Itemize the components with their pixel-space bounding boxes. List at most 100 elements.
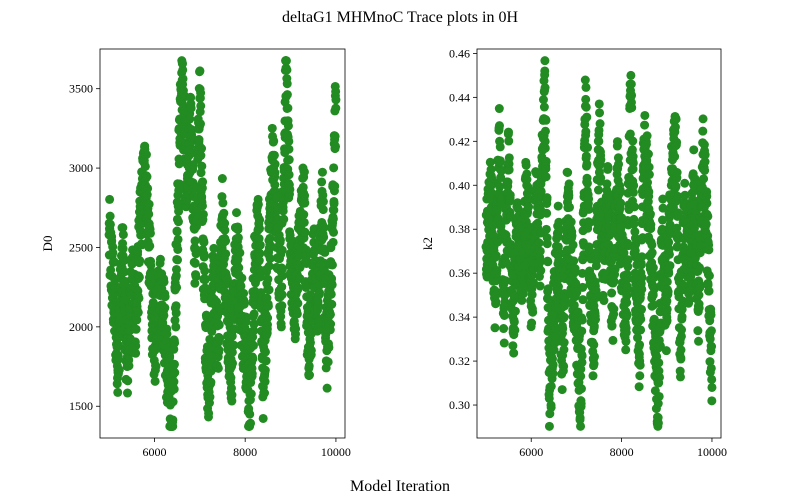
trace-point (197, 144, 207, 154)
trace-point (576, 364, 586, 374)
trace-point (615, 185, 625, 195)
trace-point (517, 295, 527, 305)
trace-point (588, 371, 598, 381)
trace-point (200, 266, 210, 276)
trace-point (636, 314, 646, 324)
trace-point (277, 245, 287, 255)
trace-point (661, 346, 671, 356)
trace-point (255, 248, 265, 258)
trace-point (518, 289, 528, 299)
trace-point (672, 137, 682, 147)
trace-point (676, 345, 686, 355)
trace-point (133, 308, 143, 318)
trace-point (593, 185, 603, 195)
trace-point (329, 163, 339, 173)
trace-point (636, 260, 646, 270)
y-tick-label: 0.34 (449, 310, 470, 324)
trace-point (246, 389, 256, 399)
trace-point (269, 150, 279, 160)
trace-point (160, 303, 170, 313)
trace-point (323, 357, 333, 367)
trace-point (559, 361, 569, 371)
trace-point (560, 301, 570, 311)
trace-point (693, 326, 703, 336)
trace-point (169, 359, 179, 369)
axes-frame (99, 48, 346, 439)
trace-point (704, 245, 714, 255)
trace-point (322, 383, 332, 393)
trace-point (113, 355, 123, 365)
trace-point (113, 387, 123, 397)
trace-point (575, 413, 585, 423)
trace-point (577, 326, 587, 336)
trace-point (554, 217, 564, 227)
trace-point (677, 312, 687, 322)
trace-point (695, 283, 705, 293)
y-tick-label: 1500 (69, 399, 93, 413)
trace-point (558, 324, 568, 334)
trace-point (222, 274, 232, 284)
data-point (245, 409, 255, 419)
trace-point (543, 257, 553, 267)
trace-point (686, 271, 696, 281)
trace-point (232, 208, 242, 218)
trace-point (329, 227, 339, 237)
trace-point (680, 190, 690, 200)
trace-point (219, 208, 229, 218)
trace-point (262, 320, 272, 330)
trace-point (118, 244, 128, 254)
trace-point (108, 248, 118, 258)
trace-point (627, 103, 637, 113)
trace-point (174, 206, 184, 216)
trace-point (699, 174, 709, 184)
trace-point (131, 324, 141, 334)
figure-xlabel: Model Iteration (350, 478, 450, 495)
trace-point (603, 162, 613, 172)
trace-point (539, 102, 549, 112)
trace-point (209, 243, 219, 253)
trace-point (645, 209, 655, 219)
trace-point (198, 209, 208, 219)
trace-point (150, 376, 160, 386)
axes-frame (476, 48, 722, 439)
y-tick-label: 0.40 (449, 178, 470, 192)
trace-point (173, 234, 183, 244)
trace-point (277, 290, 287, 300)
trace-point (162, 329, 172, 339)
trace-point (495, 142, 505, 152)
trace-point (124, 361, 134, 371)
trace-point (544, 421, 554, 431)
trace-point (591, 286, 601, 296)
trace-point (220, 225, 230, 235)
trace-point (233, 233, 243, 243)
trace-point (264, 261, 274, 271)
panel-1: 6000 8000 10000 1500 2000 2500 3000 3500 D0 (40, 48, 351, 459)
trace-point (491, 251, 501, 261)
trace-point (275, 235, 285, 245)
trace-point (634, 382, 644, 392)
data-point (140, 161, 150, 171)
trace-point (578, 295, 588, 305)
trace-point (306, 345, 316, 355)
trace-point (616, 222, 626, 232)
trace-point (324, 343, 334, 353)
trace-point (299, 210, 309, 220)
trace-point (247, 369, 257, 379)
trace-point (283, 103, 293, 113)
y-tick-label: 0.30 (449, 398, 470, 412)
trace-point (577, 315, 587, 325)
trace-point (293, 298, 303, 308)
trace-point (330, 181, 340, 191)
trace-point (237, 273, 247, 283)
trace-point (599, 296, 609, 306)
trace-point (118, 223, 128, 233)
trace-point (528, 307, 538, 317)
trace-point (527, 318, 537, 328)
trace-point (127, 259, 137, 269)
trace-point (282, 90, 292, 100)
trace-point (676, 331, 686, 341)
trace-point (486, 164, 496, 174)
trace-point (123, 376, 133, 386)
trace-point (577, 268, 587, 278)
trace-point (541, 224, 551, 234)
